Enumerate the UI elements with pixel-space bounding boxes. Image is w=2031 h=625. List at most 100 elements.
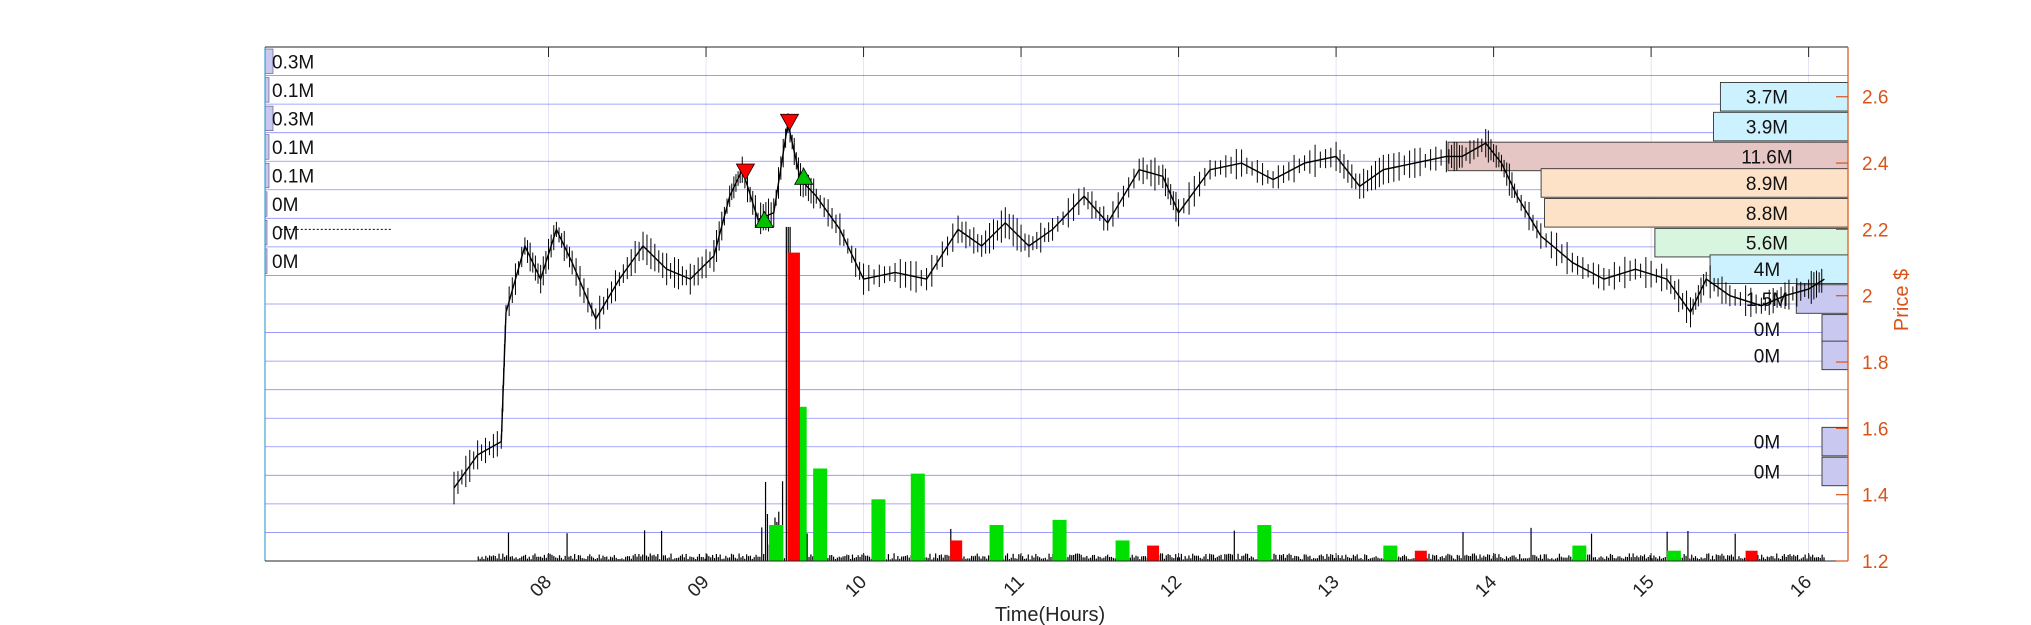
volume-spike bbox=[1369, 558, 1371, 561]
volume-spike bbox=[1256, 559, 1258, 561]
volume-spike bbox=[1018, 554, 1020, 561]
volume-spike bbox=[987, 555, 990, 561]
volume-spike bbox=[504, 556, 506, 561]
volume-spike bbox=[1076, 553, 1079, 561]
volume-spike bbox=[1789, 554, 1791, 561]
volume-spike bbox=[1562, 557, 1564, 561]
volume-bars bbox=[477, 226, 1825, 561]
volume-spike bbox=[1178, 557, 1181, 561]
volume-spike bbox=[587, 556, 589, 561]
volume-spike bbox=[1721, 553, 1723, 561]
volume-spike bbox=[742, 556, 744, 561]
x-tick-label: 12 bbox=[1156, 572, 1186, 602]
volume-spike bbox=[1029, 559, 1031, 561]
volume-spike bbox=[1165, 555, 1167, 561]
right-profile-label: 11.6M bbox=[1741, 147, 1792, 168]
volume-spike bbox=[1445, 555, 1447, 561]
volume-spike bbox=[1237, 553, 1239, 561]
volume-spike bbox=[574, 553, 576, 561]
volume-spike bbox=[1500, 557, 1502, 561]
volume-spike bbox=[1779, 559, 1782, 561]
volume-spike bbox=[1354, 556, 1356, 561]
volume-spike bbox=[655, 556, 657, 561]
volume-spike bbox=[1606, 556, 1608, 561]
volume-spike bbox=[710, 557, 712, 561]
volume-spike bbox=[1813, 557, 1816, 561]
volume-spike bbox=[1757, 554, 1759, 561]
volume-spike bbox=[1556, 557, 1559, 561]
volume-spike bbox=[1490, 558, 1492, 561]
volume-spike bbox=[659, 559, 661, 561]
volume-spike bbox=[1700, 557, 1702, 561]
volume-spike bbox=[855, 557, 857, 561]
volume-spike bbox=[708, 556, 710, 561]
volume-spike bbox=[925, 557, 927, 561]
volume-spike bbox=[1328, 556, 1330, 561]
volume-spike bbox=[1503, 559, 1506, 561]
volume-spike bbox=[1519, 554, 1521, 561]
volume-spike bbox=[967, 558, 969, 561]
volume-spike bbox=[1660, 558, 1663, 561]
volume-spike bbox=[1464, 555, 1466, 561]
volume-spike bbox=[1309, 555, 1311, 561]
volume-spike bbox=[1524, 558, 1526, 561]
volume-spike bbox=[1279, 554, 1281, 561]
volume-spike bbox=[935, 553, 937, 561]
volume-bar-green bbox=[871, 499, 886, 561]
volume-spike bbox=[1696, 558, 1698, 561]
volume-spike bbox=[1330, 554, 1332, 561]
volume-spike bbox=[1736, 559, 1738, 561]
volume-spike bbox=[1768, 557, 1770, 561]
volume-spike bbox=[738, 553, 740, 561]
volume-spike bbox=[1717, 555, 1719, 561]
volume-spike bbox=[1027, 554, 1029, 561]
volume-spike bbox=[1770, 555, 1772, 561]
volume-spike bbox=[1785, 556, 1787, 561]
volume-spike bbox=[507, 532, 510, 561]
volume-spike bbox=[1702, 558, 1704, 561]
volume-spike bbox=[732, 554, 735, 561]
volume-spike bbox=[1108, 556, 1111, 561]
volume-spike bbox=[1078, 553, 1080, 561]
volume-spike bbox=[1494, 553, 1496, 561]
volume-spike bbox=[1186, 558, 1188, 561]
volume-spike bbox=[1099, 556, 1101, 561]
volume-spike bbox=[1173, 558, 1175, 561]
volume-spike bbox=[850, 558, 852, 561]
volume-spike bbox=[1229, 553, 1232, 561]
volume-spike bbox=[1305, 554, 1307, 561]
volume-spike bbox=[1069, 554, 1071, 561]
volume-bar-red bbox=[1147, 545, 1160, 561]
volume-spike bbox=[1488, 554, 1491, 561]
volume-spike bbox=[1220, 554, 1222, 561]
volume-spike bbox=[1819, 557, 1821, 561]
volume-spike bbox=[645, 555, 648, 561]
volume-spike bbox=[1698, 558, 1700, 561]
volume-spike bbox=[1411, 558, 1413, 561]
volume-spike bbox=[1101, 558, 1103, 561]
volume-spike bbox=[766, 514, 769, 561]
volume-spike bbox=[972, 556, 975, 561]
volume-spike bbox=[1356, 554, 1358, 561]
volume-spike bbox=[572, 558, 574, 561]
volume-bar-green bbox=[813, 468, 828, 561]
volume-spike bbox=[1481, 557, 1483, 561]
volume-spike bbox=[1469, 556, 1472, 561]
volume-spike bbox=[806, 533, 808, 561]
volume-spike bbox=[1294, 555, 1296, 561]
right-profile-bar bbox=[1544, 198, 1849, 228]
volume-spike bbox=[1551, 558, 1553, 561]
volume-spike bbox=[706, 554, 708, 561]
volume-spike bbox=[1570, 556, 1572, 561]
volume-spike bbox=[1105, 556, 1107, 561]
volume-spike bbox=[1776, 553, 1778, 561]
volume-spike bbox=[560, 557, 563, 561]
volume-spike bbox=[1647, 556, 1649, 561]
volume-spike bbox=[1090, 557, 1092, 561]
volume-spike bbox=[725, 555, 727, 561]
volume-spike bbox=[1071, 555, 1073, 561]
volume-spike bbox=[1643, 554, 1646, 561]
volume-spike bbox=[1377, 557, 1379, 561]
volume-spike bbox=[1022, 556, 1024, 561]
